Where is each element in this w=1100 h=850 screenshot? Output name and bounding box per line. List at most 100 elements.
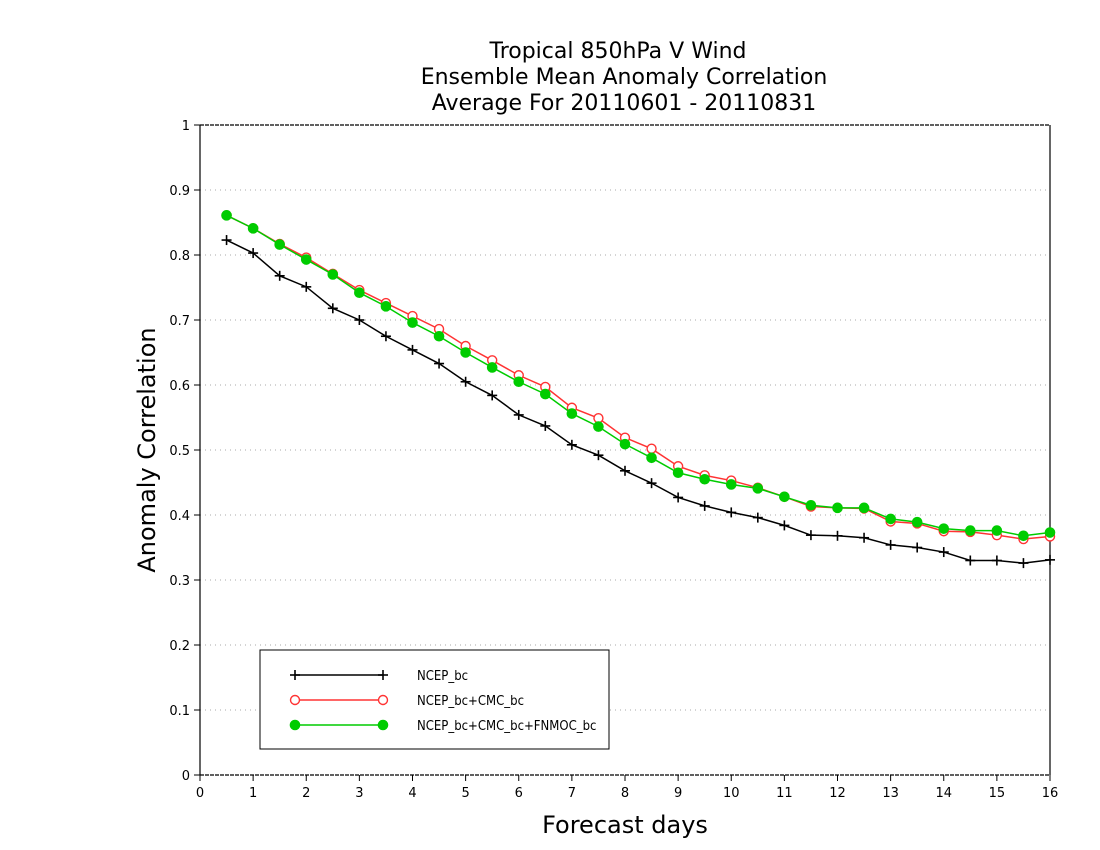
data-point — [327, 269, 339, 280]
data-point — [938, 523, 950, 534]
data-point — [699, 473, 710, 485]
title-line-1: Tropical 850hPa V Wind — [488, 39, 746, 64]
legend: NCEP_bc NCEP_bc+CMC_bc NCEP_bc+CMC_bc+FNMO… — [289, 669, 596, 734]
data-point — [593, 412, 604, 424]
data-point — [646, 452, 657, 464]
data-point — [726, 507, 737, 518]
y-tick-label: 0 — [182, 769, 190, 784]
data-point — [566, 408, 578, 419]
legend-entry: NCEP_bc — [290, 669, 468, 684]
legend-marker — [289, 694, 301, 706]
data-point — [593, 450, 604, 461]
x-tick-label: 16 — [1042, 786, 1059, 801]
data-point — [1045, 554, 1055, 565]
data-point — [858, 502, 870, 514]
data-point — [300, 254, 312, 265]
data-point — [301, 281, 312, 292]
data-point — [699, 500, 710, 511]
series-line — [226, 214, 1051, 537]
y-tick-label: 0.2 — [169, 639, 190, 654]
x-tick-label: 13 — [882, 786, 899, 801]
legend-label: NCEP_bc+CMC_bc+FNMOC_bc — [417, 719, 596, 734]
x-tick-label: 3 — [355, 786, 363, 801]
data-point — [965, 555, 976, 566]
data-point — [805, 499, 817, 511]
data-point — [566, 439, 577, 450]
data-point — [487, 390, 498, 401]
data-point — [752, 512, 763, 523]
data-point — [991, 525, 1003, 536]
data-point — [407, 344, 418, 355]
data-point — [646, 443, 657, 454]
data-point — [354, 315, 365, 325]
data-point — [965, 525, 976, 536]
data-point — [460, 347, 471, 358]
data-point — [832, 502, 843, 514]
data-point — [221, 235, 232, 246]
x-tick-label: 6 — [515, 786, 523, 801]
y-tick-label: 0.3 — [169, 574, 190, 589]
x-tick-label: 11 — [776, 786, 793, 801]
data-point — [885, 539, 896, 550]
data-point — [460, 376, 471, 387]
y-tick-label: 1 — [182, 119, 190, 134]
y-tick-label: 0.8 — [169, 249, 190, 264]
data-point — [1044, 527, 1056, 538]
title-line-3: Average For 20110601 - 20110831 — [432, 91, 817, 116]
legend-marker — [377, 719, 389, 731]
legend-marker — [289, 719, 301, 731]
data-point — [540, 420, 551, 431]
data-point — [540, 388, 551, 400]
x-axis-label: Forecast days — [542, 811, 708, 839]
x-tick-label: 5 — [461, 786, 469, 801]
y-tick-label: 0.7 — [169, 314, 190, 329]
x-tick-label: 2 — [302, 786, 310, 801]
y-tick-label: 0.9 — [169, 184, 190, 199]
data-point — [380, 331, 391, 342]
legend-marker — [290, 670, 300, 680]
series-1 — [221, 210, 1056, 545]
title-line-2: Ensemble Mean Anomaly Correlation — [421, 65, 828, 90]
x-tick-label: 4 — [408, 786, 416, 801]
y-tick-label: 0.4 — [169, 509, 190, 524]
y-axis-label: Anomaly Correlation — [133, 327, 161, 572]
x-tick-label: 1 — [249, 786, 257, 801]
data-point — [593, 421, 604, 432]
legend-entry: NCEP_bc+CMC_bc — [289, 694, 524, 709]
data-point — [885, 513, 896, 525]
data-point — [805, 530, 816, 541]
legend-marker — [377, 694, 389, 706]
x-tick-label: 15 — [989, 786, 1006, 801]
data-point — [725, 479, 737, 490]
data-point — [248, 248, 259, 259]
data-point — [274, 270, 285, 281]
data-point — [646, 478, 657, 489]
series-2 — [221, 210, 1056, 542]
x-tick-label: 9 — [674, 786, 682, 801]
chart-title: Tropical 850hPa V Wind Ensemble Mean Ano… — [421, 39, 828, 116]
data-point — [327, 303, 338, 314]
y-tick-label: 0.1 — [169, 704, 190, 719]
axes: 00.10.20.30.40.50.60.70.80.910 1 2 3 4 5 6 7 8 9 1… — [169, 119, 1058, 801]
data-point — [380, 301, 392, 312]
data-point — [779, 520, 790, 531]
data-point — [911, 516, 923, 528]
data-point — [672, 467, 684, 479]
data-point — [832, 530, 843, 541]
data-point — [354, 287, 365, 299]
legend-label: NCEP_bc — [417, 669, 468, 684]
data-point — [247, 223, 259, 234]
data-point — [1018, 530, 1029, 542]
data-point — [274, 239, 285, 250]
x-tick-label: 8 — [621, 786, 629, 801]
data-point — [912, 542, 923, 553]
data-point — [673, 492, 684, 503]
data-point — [859, 532, 870, 543]
data-point — [513, 376, 525, 388]
y-tick-label: 0.5 — [169, 444, 190, 459]
data-point — [991, 555, 1002, 566]
data-point — [779, 491, 790, 503]
data-point — [486, 362, 498, 373]
gridlines — [200, 189, 1050, 711]
